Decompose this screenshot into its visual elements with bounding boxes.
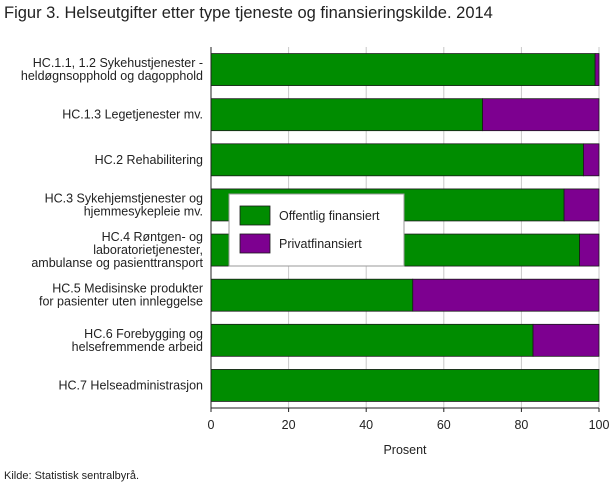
bar-private: [594, 53, 600, 86]
bar-private: [579, 233, 600, 267]
category-label-line: HC.5 Medisinske produkter: [52, 282, 203, 296]
legend-label: Privatfinansiert: [279, 237, 362, 251]
legend-swatch-private: [239, 233, 271, 254]
category-label: HC.2 Rehabilitering: [95, 153, 203, 167]
category-label-line: ambulanse og pasienttransport: [31, 256, 203, 270]
x-tick-label: 100: [589, 418, 610, 432]
bar-private: [532, 323, 600, 357]
category-label: HC.4 Røntgen- og laboratorietjenester, amb…: [31, 230, 203, 270]
category-label-line: HC.7 Helseadministrasjon: [58, 378, 203, 392]
legend-box: [228, 193, 405, 267]
category-label-line: hjemmesykepleie mv.: [84, 204, 203, 218]
category-label: HC.6 Forebygging og helsefremmende arbeid: [72, 327, 203, 354]
stacked-bar-chart: 0 20 40 60 80 100 Prosent HC.1.1, 1.2 Sykehust…: [21, 47, 610, 457]
category-label: HC.1.3 Legetjenester mv.: [62, 108, 203, 122]
bar-public: [210, 53, 596, 86]
category-label: HC.1.1, 1.2 Sykehustjenester -heldøgnsop…: [21, 56, 203, 83]
bar-public: [210, 369, 600, 402]
bar-private: [563, 188, 600, 222]
bar-public: [210, 98, 484, 132]
source-note: Kilde: Statistisk sentralbyrå.: [4, 470, 140, 482]
chart-title: Figur 3. Helseutgifter etter type tjenes…: [4, 4, 493, 22]
x-axis-title: Prosent: [383, 443, 427, 457]
legend-swatch-public: [239, 205, 271, 226]
bar-public: [210, 278, 414, 312]
legend-label: Offentlig finansiert: [279, 209, 380, 223]
bar-private: [412, 278, 600, 312]
x-tick-label: 20: [282, 418, 296, 432]
x-tick-label: 40: [359, 418, 373, 432]
category-label-line: HC.1.1, 1.2 Sykehustjenester -: [33, 56, 203, 70]
category-label: HC.7 Helseadministrasjon: [58, 378, 203, 392]
x-tick-label: 80: [514, 418, 528, 432]
legend: Offentlig finansiert Privatfinansiert: [228, 193, 405, 267]
category-labels: HC.1.1, 1.2 Sykehustjenester -heldøgnsop…: [21, 56, 204, 392]
category-label: HC.5 Medisinske produkter for pasienter u…: [39, 282, 203, 309]
bar-private: [482, 98, 600, 132]
category-label-line: laboratorietjenester,: [93, 243, 203, 257]
category-label-line: HC.1.3 Legetjenester mv.: [62, 108, 203, 122]
x-tick-label: 0: [208, 418, 215, 432]
bar-public: [210, 323, 534, 357]
bar-public: [210, 143, 584, 177]
category-label-line: for pasienter uten innleggelse: [39, 295, 203, 309]
category-label-line: HC.6 Forebygging og: [84, 327, 203, 341]
category-label-line: HC.4 Røntgen- og: [102, 230, 203, 244]
bar-private: [583, 143, 600, 177]
category-label-line: HC.2 Rehabilitering: [95, 153, 203, 167]
x-tick-label: 60: [437, 418, 451, 432]
x-axis: 0 20 40 60 80 100 Prosent: [208, 47, 610, 457]
category-label: HC.3 Sykehjemstjenester og hjemmesykeplei…: [45, 191, 203, 218]
category-label-line: heldøgnsopphold og dagopphold: [21, 69, 203, 83]
category-label-line: helsefremmende arbeid: [72, 340, 203, 354]
category-label-line: HC.3 Sykehjemstjenester og: [45, 191, 203, 205]
